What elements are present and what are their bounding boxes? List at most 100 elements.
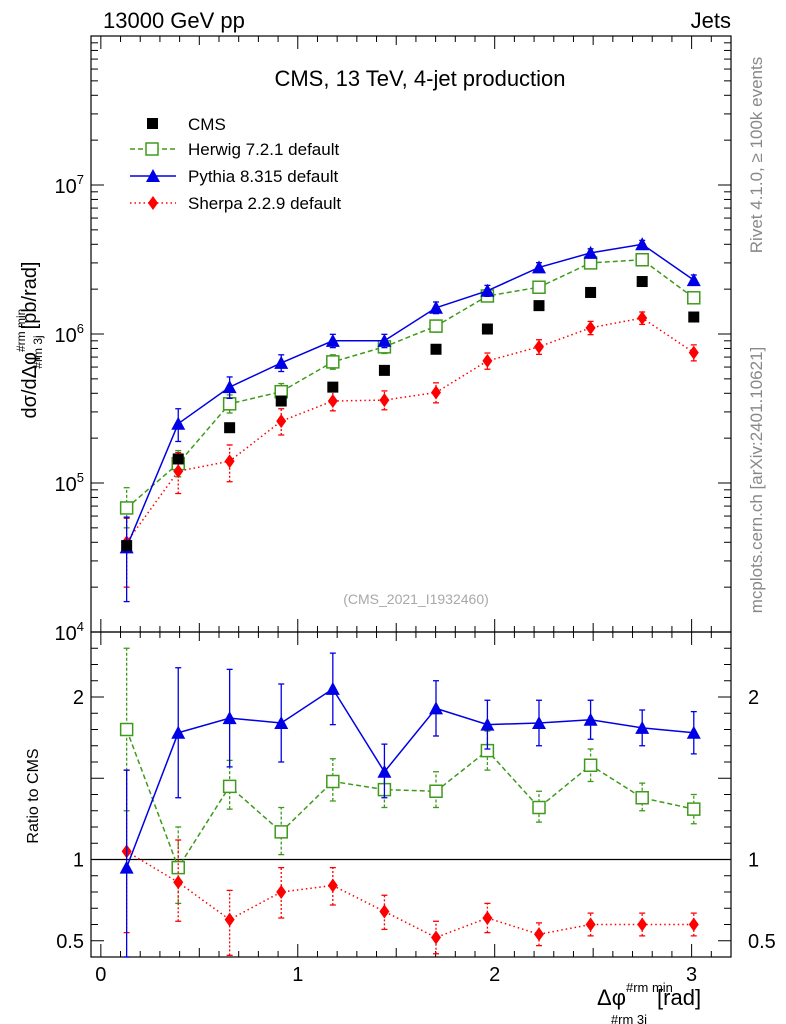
main-sherpa-point bbox=[276, 414, 287, 429]
main-ytick-label: 104 bbox=[55, 619, 84, 645]
main-ytick-label: 106 bbox=[55, 321, 84, 347]
main-herwig-point bbox=[429, 319, 443, 333]
beam-label: 13000 GeV pp bbox=[103, 8, 245, 33]
main-sherpa-point bbox=[534, 339, 544, 354]
ratio-pythia-point bbox=[274, 716, 289, 729]
main-ylabel-text: dσ/dΔφ bbox=[19, 352, 41, 419]
ratio-ytick-label-right: 1 bbox=[748, 850, 759, 872]
main-pythia-point bbox=[274, 355, 289, 369]
main-pythia-point bbox=[686, 273, 701, 287]
main-ytick-label: 105 bbox=[55, 470, 84, 496]
ratio-sherpa-errorbar bbox=[536, 922, 542, 947]
ratio-pythia-point bbox=[119, 860, 134, 874]
main-pythia-point bbox=[635, 237, 650, 251]
ratio-sherpa-point bbox=[173, 875, 184, 890]
main-cms-point bbox=[636, 276, 648, 288]
main-panel: 104 105 106 107 CMS, 13 TeV, 4-jet producti… bbox=[14, 35, 732, 645]
xlabel-sup: #rm min bbox=[626, 980, 673, 995]
ratio-panel: 0.5 0.5 1 1 2 2 0 1 2 3 Ratio to CMS Δφ#rm min #rm… bbox=[25, 631, 776, 1024]
main-frame bbox=[90, 35, 732, 633]
main-pythia-point bbox=[583, 245, 598, 259]
ratio-pythia-line bbox=[125, 687, 694, 868]
ratio-pythia-point bbox=[686, 725, 701, 739]
main-cms-point bbox=[275, 395, 287, 407]
legend-marker-herwig bbox=[145, 142, 159, 156]
ratio-pythia-point bbox=[377, 764, 392, 778]
ratio-sherpa-errorbar bbox=[329, 866, 336, 906]
main-ylabel-sup: #rm min bbox=[14, 309, 28, 352]
main-herwig-point bbox=[687, 291, 701, 305]
main-pythia-point bbox=[532, 260, 546, 274]
main-pythia-point bbox=[171, 416, 186, 430]
legend-label-cms: CMS bbox=[188, 115, 226, 134]
legend-label-sherpa: Sherpa 2.2.9 default bbox=[188, 194, 341, 213]
ratio-sherpa-errorbar bbox=[690, 912, 697, 937]
ratio-sherpa-line bbox=[126, 850, 694, 939]
ratio-herwig-errorbar bbox=[639, 782, 646, 812]
ratio-herwig-point bbox=[222, 779, 237, 794]
ratio-pythia-point bbox=[480, 717, 495, 731]
ratio-herwig-point bbox=[326, 774, 340, 789]
ratio-sherpa-point bbox=[482, 911, 493, 925]
ratio-ytick-label: 0.5 bbox=[56, 931, 84, 953]
main-ytick-label: 107 bbox=[55, 172, 84, 198]
main-herwig-point bbox=[326, 355, 340, 369]
ratio-sherpa-point bbox=[637, 917, 648, 932]
main-sherpa-point bbox=[173, 464, 184, 479]
main-pythia-errorbar bbox=[123, 516, 130, 603]
ratio-xtick-label: 3 bbox=[686, 964, 697, 986]
main-pythia-point bbox=[222, 380, 237, 394]
ratio-sherpa-point bbox=[327, 878, 338, 893]
main-herwig-point bbox=[532, 280, 546, 294]
main-cms-point bbox=[533, 300, 545, 312]
main-cms-point bbox=[378, 364, 390, 376]
svg-text:Δφ#rm min#rm 3j[rad]: Δφ#rm min #rm 3j [rad] bbox=[597, 980, 701, 1024]
ratio-sherpa-point bbox=[534, 927, 544, 942]
main-cms-point bbox=[224, 422, 236, 434]
ratio-axis-ticks: 0.5 0.5 1 1 2 2 0 1 2 3 bbox=[56, 631, 776, 986]
analysis-id: (CMS_2021_I1932460) bbox=[343, 591, 489, 607]
main-ylabel-unit: [pb/rad] bbox=[19, 262, 41, 330]
ratio-sherpa-point bbox=[585, 917, 596, 932]
main-sherpa-point bbox=[688, 345, 699, 360]
svg-text:dσ/dΔφ#rm min#rm 3j[pb/rad]: dσ/dΔφ#rm min #rm 3j [pb/rad] bbox=[14, 262, 45, 419]
ratio-herwig-errorbar bbox=[278, 806, 285, 856]
main-cms-point bbox=[121, 540, 133, 552]
main-pythia-line bbox=[125, 243, 695, 548]
xlabel-sub: #rm 3j bbox=[611, 1012, 647, 1024]
ratio-sherpa-errorbar bbox=[587, 912, 594, 937]
site-label: mcplots.cern.ch [arXiv:2401.10621] bbox=[747, 347, 766, 613]
ratio-xtick-label: 0 bbox=[95, 964, 106, 986]
main-pythia-point bbox=[429, 300, 444, 314]
ratio-sherpa-errorbar bbox=[639, 912, 646, 937]
ratio-sherpa-point bbox=[224, 912, 235, 927]
main-sherpa-point bbox=[224, 454, 235, 469]
legend-label-herwig: Herwig 7.2.1 default bbox=[188, 140, 339, 159]
ratio-ylabel: Ratio to CMS bbox=[25, 748, 42, 843]
main-sherpa-point bbox=[431, 385, 442, 400]
main-sherpa-point bbox=[585, 320, 596, 335]
main-ylabel-sub: #rm 3j bbox=[31, 335, 45, 368]
ratio-herwig-point bbox=[274, 825, 288, 839]
main-sherpa-point bbox=[379, 393, 390, 408]
ratio-ytick-label: 1 bbox=[73, 850, 84, 872]
ratio-herwig-point bbox=[532, 800, 546, 815]
ratio-herwig-line bbox=[125, 729, 694, 870]
main-cms-point bbox=[430, 343, 442, 355]
main-sherpa-line bbox=[125, 317, 695, 543]
ratio-sherpa-point bbox=[276, 885, 287, 899]
ratio-ytick-label-right: 0.5 bbox=[748, 931, 776, 953]
ratio-sherpa-point bbox=[688, 917, 699, 932]
xlabel-unit: [rad] bbox=[657, 985, 701, 1010]
legend-marker-pythia bbox=[146, 169, 160, 182]
main-pythia-point bbox=[480, 283, 495, 297]
main-herwig-point bbox=[635, 253, 649, 267]
legend-marker-cms bbox=[147, 118, 158, 129]
ratio-ytick-label: 2 bbox=[73, 687, 84, 709]
ratio-herwig-point bbox=[687, 802, 701, 816]
category-label: Jets bbox=[691, 8, 731, 33]
main-data-marks bbox=[119, 237, 701, 603]
main-cms-point bbox=[688, 311, 700, 323]
ratio-ytick-label-right: 2 bbox=[748, 687, 759, 709]
